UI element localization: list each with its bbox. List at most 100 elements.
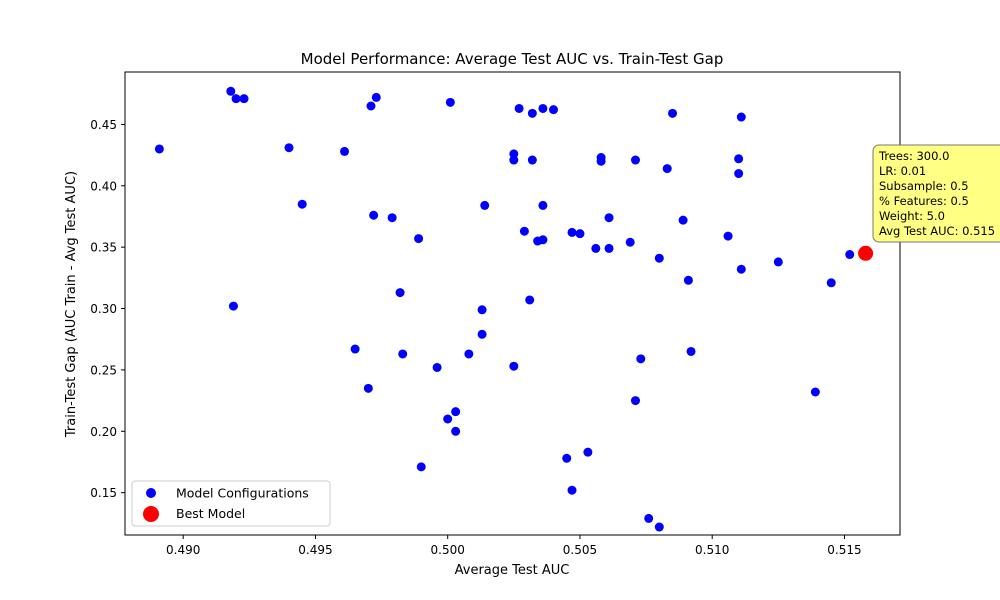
model-configuration-point — [340, 146, 350, 156]
x-tick-label: 0.495 — [298, 543, 332, 557]
model-configuration-point — [668, 108, 678, 118]
x-tick-label: 0.515 — [827, 543, 861, 557]
model-configuration-point — [416, 462, 426, 472]
model-configuration-point — [432, 362, 442, 372]
model-configuration-point — [154, 144, 164, 154]
model-configuration-point — [414, 234, 424, 244]
model-configuration-point — [350, 344, 360, 354]
x-tick-label: 0.500 — [431, 543, 465, 557]
model-configuration-point — [480, 200, 490, 210]
model-configuration-point — [630, 396, 640, 406]
model-configuration-point — [451, 426, 461, 436]
model-configuration-point — [363, 383, 373, 393]
model-configuration-point — [562, 453, 572, 463]
model-configuration-point — [451, 407, 461, 417]
model-configuration-point — [678, 215, 688, 225]
model-configuration-point — [445, 97, 455, 107]
model-configuration-point — [567, 227, 577, 237]
model-configuration-point — [583, 447, 593, 457]
y-tick-label: 0.40 — [90, 179, 117, 193]
annotation-line-trees: Trees: 300.0 — [878, 149, 949, 163]
model-configuration-point — [398, 349, 408, 359]
model-configuration-point — [654, 253, 664, 263]
annotation-line-weight: Weight: 5.0 — [879, 209, 945, 223]
y-tick-label: 0.45 — [90, 118, 117, 132]
model-configuration-point — [231, 94, 241, 104]
model-configuration-point — [630, 155, 640, 165]
y-tick-label: 0.15 — [90, 486, 117, 500]
x-axis: 0.490 0.495 0.500 0.505 0.510 0.515 — [166, 535, 862, 557]
model-configuration-point — [686, 346, 696, 356]
legend-marker-best — [143, 506, 159, 522]
annotation-line-features: % Features: 0.5 — [879, 194, 969, 208]
model-configuration-point — [464, 349, 474, 359]
model-configuration-point — [477, 329, 487, 339]
model-configuration-point — [625, 237, 635, 247]
model-configuration-point — [387, 213, 397, 223]
model-configuration-point — [604, 213, 614, 223]
model-configuration-point — [567, 485, 577, 495]
annotation-line-auc: Avg Test AUC: 0.515 — [879, 224, 995, 238]
model-configuration-point — [527, 108, 537, 118]
model-configuration-point — [575, 229, 585, 239]
model-configuration-point — [538, 235, 548, 245]
model-configuration-point — [734, 154, 744, 164]
model-configuration-point — [591, 243, 601, 253]
model-configuration-point — [596, 153, 606, 163]
annotation-line-subsample: Subsample: 0.5 — [879, 179, 969, 193]
model-configuration-point — [228, 301, 238, 311]
x-tick-label: 0.490 — [166, 543, 200, 557]
model-configuration-point — [773, 257, 783, 267]
best-model-point — [858, 245, 874, 261]
model-configuration-point — [509, 361, 519, 371]
model-configuration-point — [734, 169, 744, 179]
model-configuration-point — [662, 164, 672, 174]
model-configuration-point — [683, 275, 693, 285]
y-tick-label: 0.30 — [90, 302, 117, 316]
legend: Model Configurations Best Model — [131, 480, 331, 527]
chart-title: Model Performance: Average Test AUC vs. … — [301, 50, 724, 68]
legend-label-configurations: Model Configurations — [176, 486, 309, 501]
model-configuration-point — [297, 199, 307, 209]
model-configuration-point — [636, 354, 646, 364]
model-configuration-point — [527, 155, 537, 165]
model-configuration-point — [826, 278, 836, 288]
model-configuration-point — [736, 264, 746, 274]
model-configuration-point — [366, 101, 376, 111]
model-configuration-point — [525, 295, 535, 305]
model-configuration-point — [477, 305, 487, 315]
model-configuration-point — [644, 513, 654, 523]
y-tick-label: 0.20 — [90, 425, 117, 439]
model-configuration-point — [736, 112, 746, 122]
model-configuration-point — [395, 288, 405, 298]
legend-marker-configurations — [146, 488, 156, 498]
y-axis: 0.15 0.20 0.25 0.30 0.35 0.40 0.45 — [90, 118, 125, 500]
y-tick-label: 0.25 — [90, 363, 117, 377]
model-configuration-point — [509, 149, 519, 159]
x-axis-label: Average Test AUC — [455, 563, 570, 578]
points-layer — [154, 86, 874, 532]
model-configuration-point — [284, 143, 294, 153]
y-tick-label: 0.35 — [90, 241, 117, 255]
x-tick-label: 0.505 — [563, 543, 597, 557]
model-configuration-point — [514, 103, 524, 113]
legend-frame — [131, 480, 331, 527]
model-configuration-point — [226, 86, 236, 96]
annotation-line-lr: LR: 0.01 — [879, 164, 926, 178]
model-configuration-point — [443, 414, 453, 424]
x-tick-label: 0.510 — [695, 543, 729, 557]
model-configuration-point — [810, 387, 820, 397]
model-configuration-point — [654, 522, 664, 532]
model-configuration-point — [548, 105, 558, 115]
model-configuration-point — [519, 226, 529, 236]
annotation-background — [872, 144, 1000, 243]
y-axis-label: Train-Test Gap (AUC Train - Avg Test AUC… — [64, 171, 79, 438]
model-configuration-point — [371, 92, 381, 102]
legend-label-best: Best Model — [176, 506, 245, 521]
plot-frame — [124, 71, 901, 536]
model-configuration-point — [239, 94, 249, 104]
annotation-box: Trees: 300.0 LR: 0.01 Subsample: 0.5 % F… — [872, 144, 1000, 243]
model-configuration-point — [538, 200, 548, 210]
model-configuration-point — [845, 250, 855, 260]
